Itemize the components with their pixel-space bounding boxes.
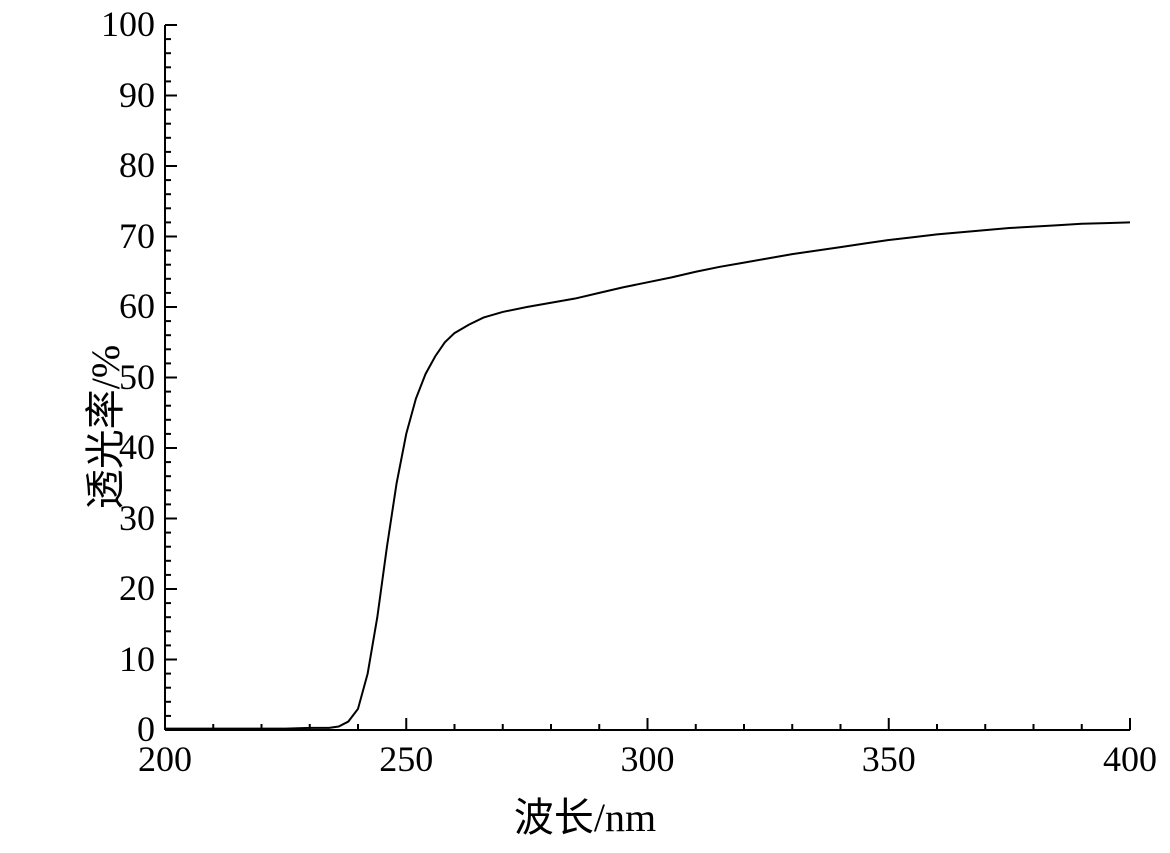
chart-svg xyxy=(0,0,1170,853)
y-tick-label: 30 xyxy=(119,497,155,539)
x-tick-label: 350 xyxy=(859,738,919,780)
y-tick-label: 100 xyxy=(101,3,155,45)
y-tick-label: 0 xyxy=(137,708,155,750)
x-tick-label: 400 xyxy=(1100,738,1160,780)
y-tick-label: 70 xyxy=(119,215,155,257)
y-tick-label: 40 xyxy=(119,426,155,468)
y-tick-label: 20 xyxy=(119,567,155,609)
x-tick-label: 300 xyxy=(618,738,678,780)
transmittance-chart: 透光率/% 波长/nm 2002503003504000102030405060… xyxy=(0,0,1170,853)
y-tick-label: 80 xyxy=(119,144,155,186)
y-tick-label: 50 xyxy=(119,356,155,398)
y-tick-label: 10 xyxy=(119,638,155,680)
y-tick-label: 60 xyxy=(119,285,155,327)
x-axis-label: 波长/nm xyxy=(514,785,656,843)
y-tick-label: 90 xyxy=(119,74,155,116)
x-tick-label: 250 xyxy=(376,738,436,780)
